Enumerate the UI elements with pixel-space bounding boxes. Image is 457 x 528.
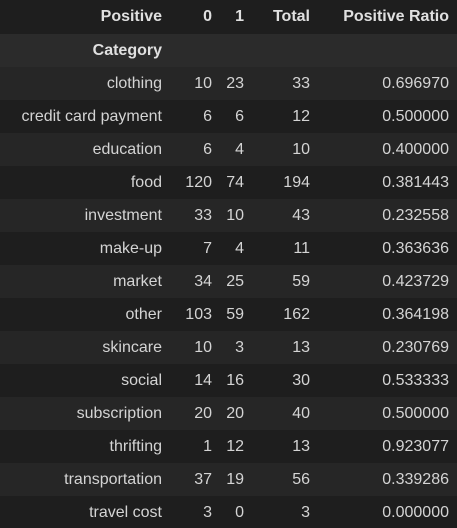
table-row: skincare 10 3 13 0.230769 (0, 331, 457, 364)
table-row: clothing 10 23 33 0.696970 (0, 67, 457, 100)
row-count-1-cell: 74 (226, 173, 244, 191)
row-positive-ratio-cell: 0.232558 (382, 206, 449, 224)
row-positive-ratio-cell: 0.423729 (382, 272, 449, 290)
index-header-row: Category (0, 34, 457, 67)
row-count-1-cell: 20 (226, 404, 244, 422)
column-header-1: 1 (235, 8, 244, 25)
table-row: food 120 74 194 0.381443 (0, 166, 457, 199)
row-count-1-cell: 4 (235, 239, 244, 257)
table-row: social 14 16 30 0.533333 (0, 364, 457, 397)
row-positive-ratio-cell: 0.500000 (382, 404, 449, 422)
columns-name-label: Positive (100, 8, 162, 25)
row-positive-ratio-cell: 0.923077 (382, 437, 449, 455)
row-total-cell: 40 (292, 404, 310, 422)
row-count-0-cell: 20 (194, 404, 212, 422)
row-total-cell: 43 (292, 206, 310, 224)
row-count-1-cell: 6 (235, 107, 244, 125)
row-count-0-cell: 103 (185, 305, 212, 323)
row-positive-ratio-cell: 0.339286 (382, 470, 449, 488)
row-positive-ratio-cell: 0.363636 (382, 239, 449, 257)
row-category-cell: transportation (64, 470, 162, 488)
row-count-0-cell: 7 (203, 239, 212, 257)
row-positive-ratio-cell: 0.400000 (382, 140, 449, 158)
row-category-cell: travel cost (89, 503, 162, 521)
row-count-1-cell: 25 (226, 272, 244, 290)
table-row: travel cost 3 0 3 0.000000 (0, 496, 457, 528)
row-count-1-cell: 10 (226, 206, 244, 224)
row-positive-ratio-cell: 0.000000 (382, 503, 449, 521)
row-count-1-cell: 0 (235, 503, 244, 521)
row-total-cell: 11 (293, 239, 310, 257)
row-count-1-cell: 12 (226, 437, 244, 455)
row-category-cell: market (113, 272, 162, 290)
row-count-1-cell: 59 (226, 305, 244, 323)
row-total-cell: 13 (292, 437, 310, 455)
table-body: clothing 10 23 33 0.696970 credit card paymen… (0, 67, 457, 528)
table-row: market 34 25 59 0.423729 (0, 265, 457, 298)
column-header-0: 0 (203, 8, 212, 25)
row-total-cell: 13 (292, 338, 310, 356)
row-count-0-cell: 3 (203, 503, 212, 521)
row-total-cell: 12 (292, 107, 310, 125)
table-header: Positive 0 1 Total Positive Ratio Catego… (0, 0, 457, 67)
row-category-cell: food (130, 173, 162, 191)
empty-header-cell (318, 34, 457, 67)
row-total-cell: 59 (292, 272, 310, 290)
row-category-cell: credit card payment (21, 107, 162, 125)
row-category-cell: thrifting (109, 437, 162, 455)
empty-header-cell (170, 34, 220, 67)
row-positive-ratio-cell: 0.500000 (382, 107, 449, 125)
row-count-0-cell: 14 (194, 371, 212, 389)
row-category-cell: education (92, 140, 162, 158)
row-count-1-cell: 23 (226, 74, 244, 92)
row-count-0-cell: 33 (194, 206, 212, 224)
row-total-cell: 162 (283, 305, 310, 323)
column-header-total: Total (272, 8, 310, 25)
table-row: credit card payment 6 6 12 0.500000 (0, 100, 457, 133)
row-count-1-cell: 4 (235, 140, 244, 158)
empty-header-cell (252, 34, 318, 67)
row-category-cell: skincare (102, 338, 162, 356)
row-positive-ratio-cell: 0.696970 (382, 74, 449, 92)
row-count-0-cell: 34 (194, 272, 212, 290)
row-category-cell: investment (84, 206, 162, 224)
row-category-cell: clothing (106, 74, 162, 92)
row-count-0-cell: 1 (203, 437, 212, 455)
row-category-cell: subscription (76, 404, 162, 422)
table-row: other 103 59 162 0.364198 (0, 298, 457, 331)
row-total-cell: 10 (292, 140, 310, 158)
row-count-1-cell: 16 (226, 371, 244, 389)
table-row: subscription 20 20 40 0.500000 (0, 397, 457, 430)
column-header-row: Positive 0 1 Total Positive Ratio (0, 0, 457, 34)
table-row: make-up 7 4 11 0.363636 (0, 232, 457, 265)
index-name-label: Category (92, 41, 162, 59)
row-positive-ratio-cell: 0.230769 (382, 338, 449, 356)
table-row: investment 33 10 43 0.232558 (0, 199, 457, 232)
row-count-0-cell: 37 (194, 470, 212, 488)
row-count-0-cell: 120 (185, 173, 212, 191)
row-positive-ratio-cell: 0.364198 (382, 305, 449, 323)
row-count-0-cell: 10 (194, 338, 212, 356)
row-count-0-cell: 6 (203, 140, 212, 158)
table-row: transportation 37 19 56 0.339286 (0, 463, 457, 496)
row-total-cell: 30 (292, 371, 310, 389)
row-category-cell: make-up (99, 239, 162, 257)
row-total-cell: 33 (292, 74, 310, 92)
row-category-cell: social (121, 371, 162, 389)
row-positive-ratio-cell: 0.381443 (382, 173, 449, 191)
row-count-1-cell: 19 (226, 470, 244, 488)
row-total-cell: 56 (292, 470, 310, 488)
row-positive-ratio-cell: 0.533333 (382, 371, 449, 389)
row-count-0-cell: 10 (194, 74, 212, 92)
row-total-cell: 194 (283, 173, 310, 191)
row-category-cell: other (125, 305, 162, 323)
table-row: thrifting 1 12 13 0.923077 (0, 430, 457, 463)
table-row: education 6 4 10 0.400000 (0, 133, 457, 166)
row-count-0-cell: 6 (203, 107, 212, 125)
column-header-positive-ratio: Positive Ratio (343, 8, 449, 25)
row-count-1-cell: 3 (235, 338, 244, 356)
row-total-cell: 3 (301, 503, 310, 521)
empty-header-cell (220, 34, 252, 67)
